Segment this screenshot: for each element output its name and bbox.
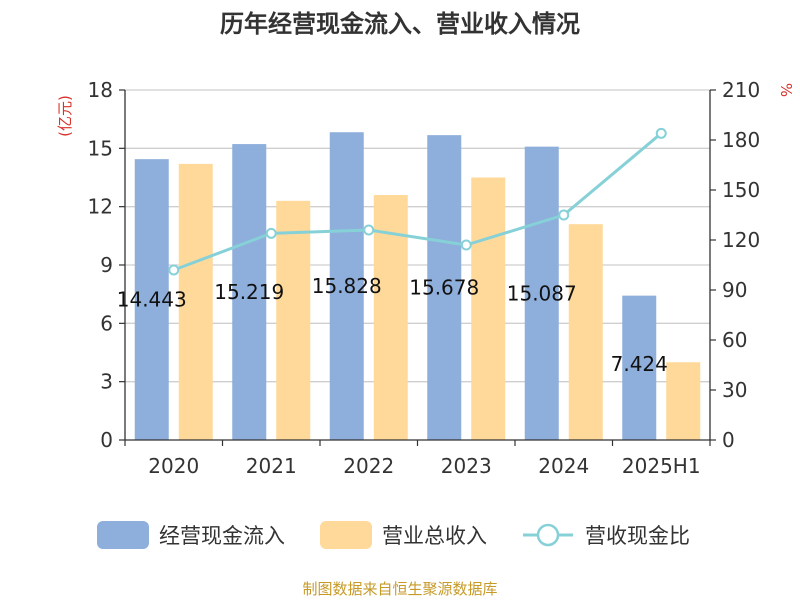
right-tick-label: 60 [722, 328, 747, 352]
x-tick-label: 2023 [441, 454, 492, 478]
left-tick-label: 6 [100, 311, 113, 335]
legend-label-0: 经营现金流入 [159, 524, 285, 548]
left-tick-label: 9 [100, 253, 113, 277]
right-tick-label: 150 [722, 178, 760, 202]
ratio-point-2021 [265, 227, 277, 239]
bar-revenue-2023 [471, 177, 506, 440]
ratio-point-2025H1 [655, 127, 667, 139]
ratio-point-2022 [363, 224, 375, 236]
bar-cash-inflow-2023 [427, 135, 462, 440]
right-axis-unit: % [777, 83, 795, 97]
bar-cash-inflow-2022 [329, 132, 364, 440]
x-tick-label: 2021 [246, 454, 297, 478]
bar-cash-inflow-2021 [232, 144, 267, 440]
data-label-2021: 15.219 [214, 280, 284, 304]
bar-cash-inflow-2024 [524, 146, 559, 440]
ratio-point-2020 [168, 264, 180, 276]
legend-label-2: 营收现金比 [585, 524, 690, 548]
ratio-point-2023 [460, 239, 472, 251]
x-tick-label: 2022 [343, 454, 394, 478]
right-tick-label: 0 [722, 428, 735, 452]
left-axis-ticks: 0 3 6 9 12 15 18 [88, 78, 125, 452]
grid-lines [125, 89, 710, 383]
ratio-point-2024 [558, 209, 570, 221]
left-tick-label: 3 [100, 370, 113, 394]
left-tick-label: 15 [88, 136, 113, 160]
bar-revenue-2020 [178, 163, 213, 440]
right-tick-label: 120 [722, 228, 760, 252]
bar-revenue-2021 [276, 200, 311, 440]
data-labels: 14.443 15.219 15.828 15.678 15.087 7.424 [117, 274, 668, 376]
ratio-line [168, 127, 667, 276]
x-tick-label: 2024 [538, 454, 589, 478]
x-tick-label: 2020 [148, 454, 199, 478]
left-axis-unit: (亿元) [56, 95, 74, 137]
left-tick-label: 12 [88, 195, 113, 219]
left-tick-label: 0 [100, 428, 113, 452]
bar-revenue-2024 [568, 224, 603, 440]
bar-cash-inflow-2020 [134, 159, 169, 441]
right-tick-label: 210 [722, 78, 760, 102]
legend-swatch-1 [320, 521, 372, 549]
right-tick-label: 90 [722, 278, 747, 302]
right-axis-ticks: 0 30 60 90 120 150 180 210 [710, 78, 760, 452]
source-note: 制图数据来自恒生聚源数据库 [302, 580, 497, 598]
legend-label-1: 营业总收入 [382, 524, 487, 548]
data-label-2023: 15.678 [409, 276, 479, 300]
x-axis-ticks: 2020 2021 2022 2023 2024 2025H1 [124, 440, 711, 478]
data-label-2020: 14.443 [117, 288, 187, 312]
right-tick-label: 30 [722, 378, 747, 402]
bars [134, 132, 701, 441]
ratio-line-path [173, 132, 663, 272]
bar-cash-inflow-2025H1 [622, 295, 657, 440]
data-label-2024: 15.087 [507, 281, 577, 305]
data-label-2022: 15.828 [312, 274, 382, 298]
left-tick-label: 18 [88, 78, 113, 102]
chart-title: 历年经营现金流入、营业收入情况 [220, 10, 580, 38]
legend: 经营现金流入 营业总收入 营收现金比 [97, 521, 690, 549]
right-tick-label: 180 [722, 128, 760, 152]
bar-revenue-2025H1 [666, 362, 701, 440]
x-tick-label: 2025H1 [622, 454, 701, 478]
data-label-2025H1: 7.424 [611, 352, 668, 376]
legend-swatch-0 [97, 521, 149, 549]
legend-marker [536, 523, 560, 547]
